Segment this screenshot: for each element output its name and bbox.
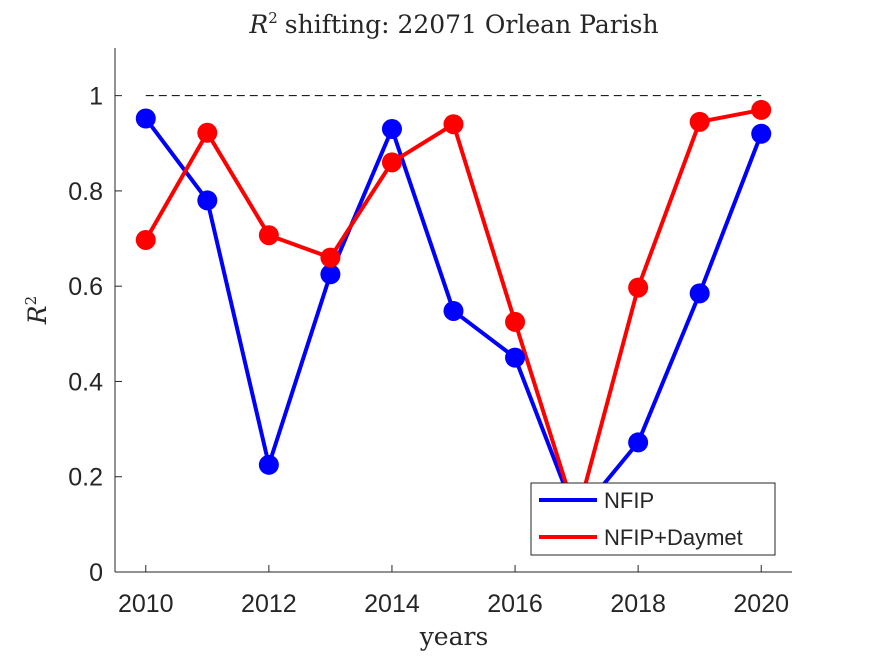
x-tick-label: 2012 [241,590,297,618]
y-axis-label: R2 [22,296,52,325]
title-r-symbol: R [248,10,268,39]
data-point-nfip-2012 [258,454,279,475]
data-point-nfip-2016 [505,347,526,368]
legend-label-nfip-daymet: NFIP+Daymet [604,525,743,550]
data-point-nfip-daymet-2010 [135,229,156,250]
data-point-nfip-daymet-2018 [628,277,649,298]
x-tick-label: 2016 [487,590,543,618]
x-tick-label: 2014 [364,590,420,618]
data-point-nfip-2014 [381,118,402,139]
y-tick-label: 0 [89,559,103,587]
data-point-nfip-daymet-2019 [689,111,710,132]
data-point-nfip-2013 [320,264,341,285]
x-tick-label: 2020 [733,590,789,618]
chart-title: R2 shifting: 22071 Orlean Parish [248,9,658,39]
data-point-nfip-daymet-2011 [197,122,218,143]
y-tick-label: 1 [89,83,103,111]
y-tick-label: 0.6 [68,273,103,301]
data-point-nfip-daymet-2020 [751,99,772,120]
y-axis-superscript: 2 [22,296,40,306]
data-point-nfip-2019 [689,283,710,304]
x-axis-label: years [419,622,489,651]
data-point-nfip-daymet-2014 [381,152,402,173]
data-point-nfip-daymet-2013 [320,247,341,268]
data-point-nfip-daymet-2012 [258,225,279,246]
data-point-nfip-2018 [628,432,649,453]
data-point-nfip-2020 [751,123,772,144]
y-tick-label: 0.4 [68,368,103,396]
data-point-nfip-2010 [135,108,156,129]
legend-box [530,482,776,556]
legend: NFIP NFIP+Daymet [530,482,776,556]
x-tick-label: 2010 [118,590,174,618]
title-superscript: 2 [268,9,278,27]
data-point-nfip-2015 [443,300,464,321]
data-point-nfip-daymet-2015 [443,114,464,135]
y-axis-r-symbol: R [23,305,52,325]
y-tick-label: 0.8 [68,178,103,206]
x-tick-label: 2018 [610,590,666,618]
y-tick-label: 0.2 [68,464,103,492]
legend-label-nfip: NFIP [604,488,654,513]
data-point-nfip-daymet-2016 [505,311,526,332]
plot-area: 2010 2012 2014 2016 2018 2020 0 0.2 0.4 0.6 0.8 1 [68,48,792,618]
title-text: shifting: 22071 Orlean Parish [285,10,659,39]
data-point-nfip-2011 [197,190,218,211]
